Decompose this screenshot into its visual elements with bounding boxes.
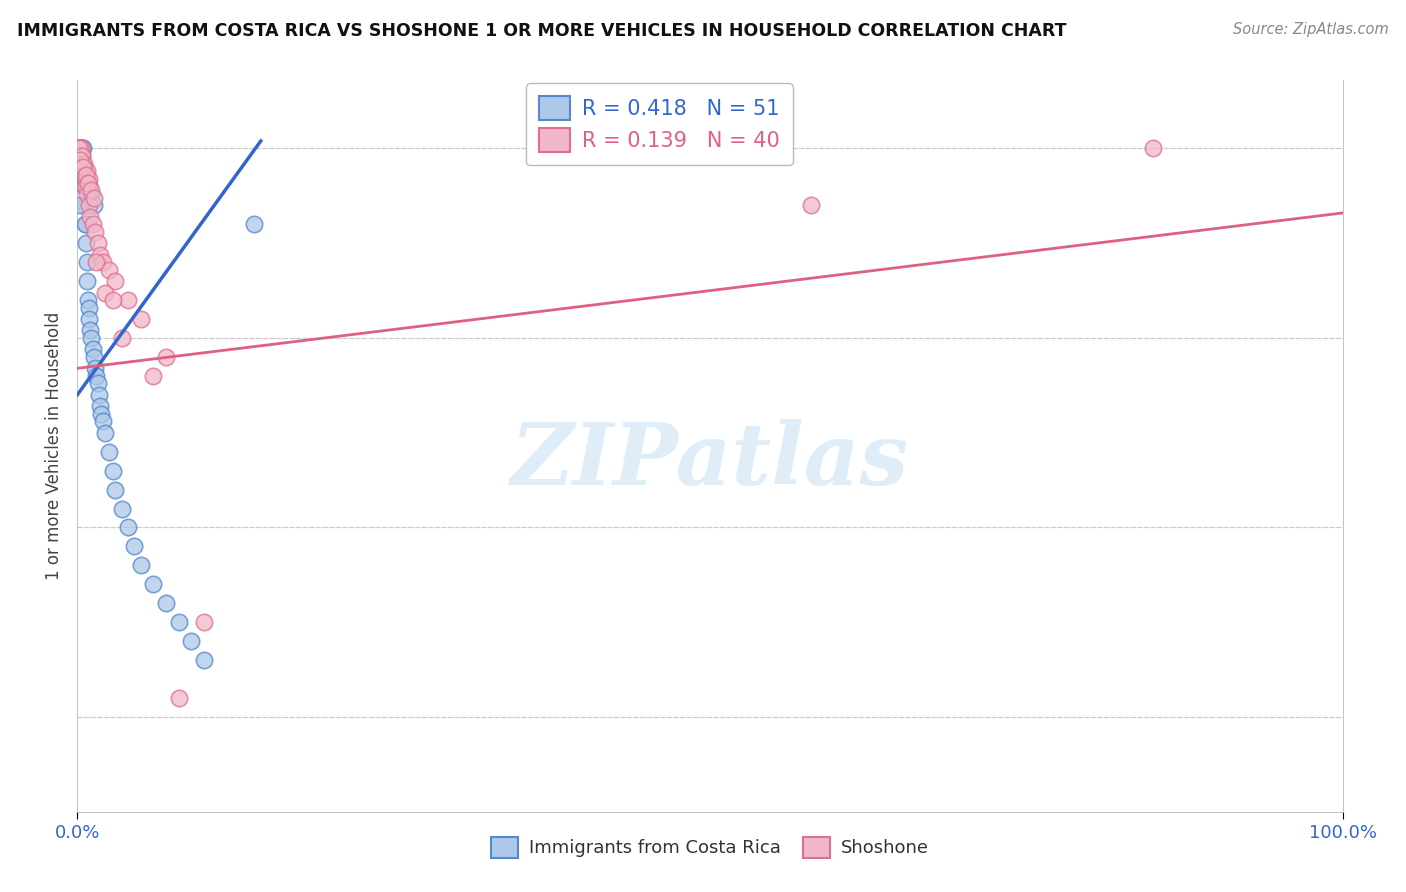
Point xyxy=(800,198,823,212)
Legend: Immigrants from Costa Rica, Shoshone: Immigrants from Costa Rica, Shoshone xyxy=(484,830,936,865)
Point xyxy=(73,161,96,175)
Point xyxy=(87,388,110,402)
Point xyxy=(86,376,108,391)
Point xyxy=(90,407,112,421)
Point xyxy=(117,520,139,534)
Point xyxy=(83,191,105,205)
Point xyxy=(70,141,93,155)
Point xyxy=(69,141,91,155)
Point xyxy=(84,225,107,239)
Point xyxy=(117,293,139,307)
Point xyxy=(67,141,90,155)
Point xyxy=(72,141,94,155)
Point xyxy=(72,149,94,163)
Point xyxy=(80,183,103,197)
Point xyxy=(73,171,96,186)
Point xyxy=(75,217,97,231)
Point xyxy=(83,350,105,364)
Point xyxy=(75,236,97,251)
Point xyxy=(70,149,93,163)
Point xyxy=(142,577,165,591)
Point xyxy=(73,198,96,212)
Point xyxy=(80,331,103,345)
Point xyxy=(111,331,132,345)
Y-axis label: 1 or more Vehicles in Household: 1 or more Vehicles in Household xyxy=(45,312,63,580)
Point xyxy=(82,217,104,231)
Point xyxy=(167,691,190,706)
Point xyxy=(155,350,177,364)
Point xyxy=(101,464,124,478)
Point xyxy=(69,141,91,155)
Point xyxy=(79,323,101,337)
Point xyxy=(77,301,100,315)
Point xyxy=(70,149,93,163)
Point xyxy=(80,186,103,201)
Point xyxy=(70,141,93,155)
Point xyxy=(89,247,111,261)
Point xyxy=(75,171,97,186)
Point xyxy=(76,186,98,201)
Point xyxy=(75,168,97,182)
Point xyxy=(69,198,91,212)
Point xyxy=(94,285,117,300)
Point xyxy=(73,156,96,170)
Point xyxy=(124,540,146,554)
Point xyxy=(83,198,105,212)
Point xyxy=(67,141,90,155)
Point xyxy=(73,161,96,175)
Point xyxy=(70,141,93,155)
Point xyxy=(72,161,94,175)
Point xyxy=(79,210,101,224)
Point xyxy=(129,558,152,573)
Point xyxy=(67,141,90,155)
Point xyxy=(75,179,97,194)
Point xyxy=(84,361,107,376)
Point xyxy=(73,179,96,194)
Point xyxy=(111,501,132,516)
Point xyxy=(243,217,266,231)
Point xyxy=(77,198,100,212)
Point xyxy=(77,176,100,190)
Point xyxy=(79,171,101,186)
Text: ZIPatlas: ZIPatlas xyxy=(510,419,910,502)
Point xyxy=(77,179,100,194)
Point xyxy=(69,153,91,167)
Point xyxy=(193,615,215,630)
Point xyxy=(91,255,114,269)
Point xyxy=(167,615,190,630)
Point xyxy=(91,414,114,428)
Point xyxy=(129,312,152,326)
Point xyxy=(73,161,96,175)
Point xyxy=(76,164,98,178)
Point xyxy=(76,255,98,269)
Point xyxy=(69,141,91,155)
Text: IMMIGRANTS FROM COSTA RICA VS SHOSHONE 1 OR MORE VEHICLES IN HOUSEHOLD CORRELATI: IMMIGRANTS FROM COSTA RICA VS SHOSHONE 1… xyxy=(17,22,1066,40)
Point xyxy=(82,343,104,357)
Point xyxy=(89,399,111,413)
Point xyxy=(73,217,96,231)
Point xyxy=(104,274,127,288)
Point xyxy=(76,274,98,288)
Text: Source: ZipAtlas.com: Source: ZipAtlas.com xyxy=(1233,22,1389,37)
Point xyxy=(180,634,202,648)
Point xyxy=(86,368,108,383)
Point xyxy=(72,141,94,155)
Point xyxy=(67,141,90,155)
Point xyxy=(79,312,101,326)
Point xyxy=(94,425,117,440)
Point xyxy=(155,596,177,610)
Point xyxy=(98,444,120,458)
Point xyxy=(104,483,127,497)
Point xyxy=(86,255,108,269)
Point xyxy=(77,293,100,307)
Point xyxy=(98,262,120,277)
Point xyxy=(142,368,165,383)
Point xyxy=(1142,141,1164,155)
Point xyxy=(101,293,124,307)
Point xyxy=(86,236,108,251)
Point xyxy=(193,653,215,667)
